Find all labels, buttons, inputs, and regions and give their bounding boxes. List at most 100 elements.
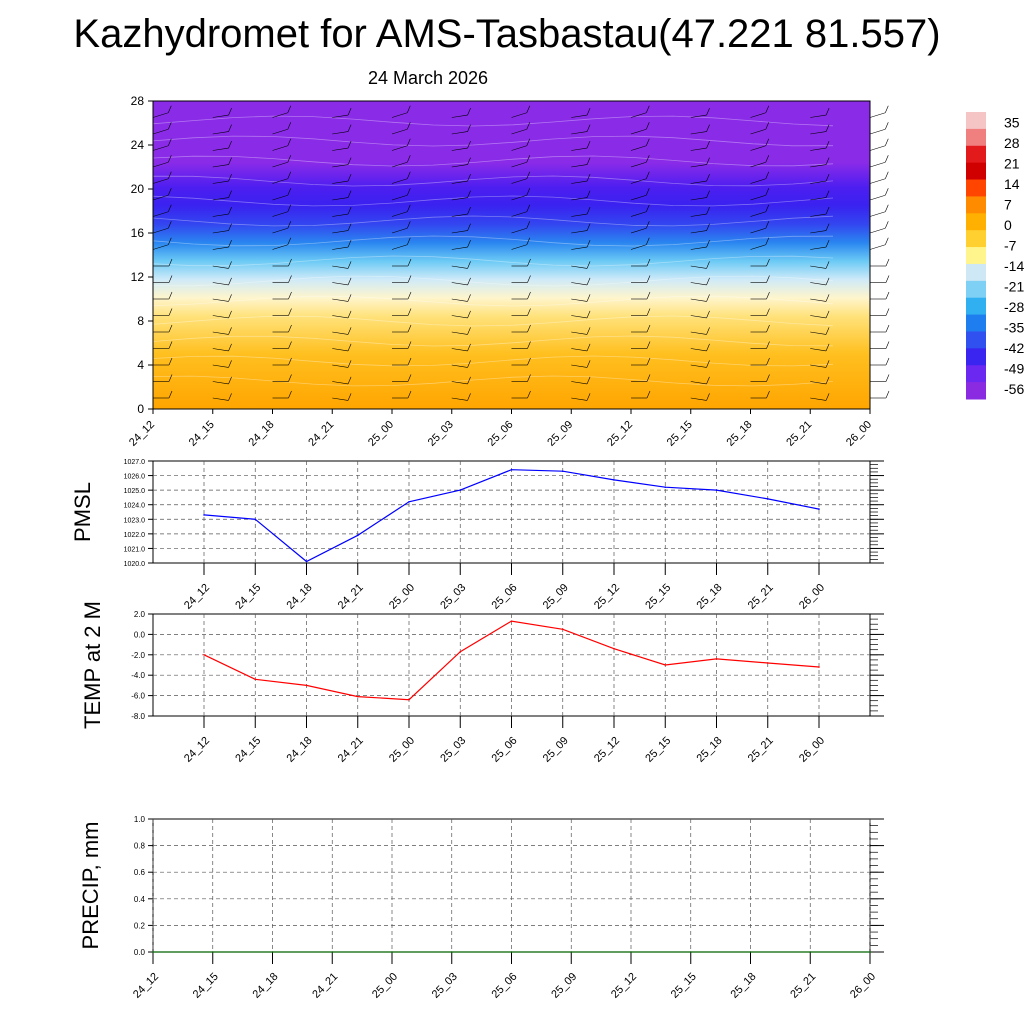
x-tick-label: 25_06 [490,582,520,612]
wind-barb [152,112,169,118]
wind-barb-flag [467,393,471,401]
wind-barb-flag [467,190,471,198]
wind-barb-flag [885,374,890,382]
wind-barb [152,211,169,217]
wind-barb-flag [287,138,292,146]
wind-barb-flag [287,105,292,113]
wind-barb [571,180,588,184]
wind-barb [272,227,288,234]
data-point [818,666,820,668]
contour-line [152,335,834,347]
wind-barb-flag [885,324,890,333]
wind-barb-flag [288,275,292,283]
wind-barb-flag [287,237,292,245]
y-tick-label: 1025.0 [124,488,146,495]
wind-barb-flag [646,390,651,399]
wind-barb [212,180,229,184]
x-tick-label: 25_15 [643,582,673,612]
x-tick-label: 25_06 [486,419,516,449]
wind-barb-flag [706,157,710,165]
data-point [331,951,334,953]
wind-barb-flag [228,360,232,368]
wind-barb-flag [586,140,591,149]
x-tick-label: 25_06 [490,971,520,1001]
x-tick-label: 25_03 [430,971,460,1001]
y-tick-label: 8 [137,314,144,328]
wind-barb [869,112,886,118]
y-tick-label: -2.0 [131,651,145,660]
wind-barb [152,178,169,184]
colorbar-label: 21 [1004,155,1020,171]
wind-barb [511,227,527,234]
data-point [356,534,359,537]
wind-barb-flag [168,138,172,146]
wind-barb-flag [765,138,770,146]
wind-barb [212,147,229,151]
wind-barb [212,397,229,401]
wind-barb [750,128,766,135]
wind-barb [332,348,349,352]
wind-barb [690,348,707,352]
wind-barb-flag [646,357,651,366]
wind-barb-flag [168,188,172,196]
wind-barb-flag [706,124,710,132]
wind-barb-flag [467,107,471,116]
wind-barb [451,197,468,201]
wind-barb-flag [288,308,292,316]
wind-barb-flag [825,223,830,231]
wind-barb [212,230,229,234]
colorbar-label: -49 [1004,360,1024,376]
wind-barb-flag [168,308,173,316]
temperature-chart: -8.0 -6.0 -4.0 -2.0 0.0 2.0 24_12 24_15 24_18 24_… [80,601,884,765]
wind-barb-flag [706,190,710,198]
wind-barb [750,161,766,168]
wind-barb-flag [527,258,531,267]
wind-barb [571,164,588,168]
wind-barb-flag [347,173,352,182]
data-point [766,498,769,500]
data-point [305,560,308,563]
y-tick-label: 1026.0 [124,474,146,481]
wind-barb-flag [766,341,770,349]
wind-barb [272,211,288,217]
wind-barb [511,194,527,201]
wind-barb-flag [288,258,292,267]
colorbar-swatch [966,230,986,248]
y-tick-label: -4.0 [131,671,145,680]
wind-barb-flag [347,376,352,385]
x-tick-label: 24_21 [336,735,366,765]
colorbar-swatch [966,331,986,349]
wind-barb [571,197,588,201]
wind-barb-flag [228,107,232,116]
wind-barb-flag [467,277,471,286]
wind-barb-flag [407,357,412,366]
wind-barb [869,227,886,234]
wind-barb-flag [407,204,411,212]
x-tick-label: 24_12 [131,971,161,1001]
wind-barb [690,180,707,184]
wind-barb-flag [168,374,173,382]
wind-barb-flag [287,171,292,179]
wind-barb [152,194,169,201]
wind-barb-flag [765,122,770,130]
wind-barb-flag [347,277,352,286]
wind-barb-flag [347,343,352,352]
wind-barb-flag [347,310,352,319]
precipitation-chart: 0.0 0.2 0.4 0.6 0.8 1.0 24_12 24_15 24_18 24_21 25… [78,815,884,1001]
data-point [715,489,718,491]
wind-barb [690,265,707,269]
wind-barb [451,180,468,184]
wind-barb [690,213,707,217]
wind-barb [750,194,766,201]
data-point [664,664,667,666]
x-tick-label: 24_15 [191,971,221,1001]
wind-barb-flag [228,157,232,165]
wind-barb-flag [586,206,591,215]
wind-barb-flag [706,239,710,248]
colorbar-label: -28 [1004,299,1024,315]
wind-barb [332,397,349,401]
data-point [152,951,154,953]
x-tick-label: 25_00 [370,971,400,1001]
wind-barb-flag [646,291,651,300]
colorbar-swatch [966,128,986,147]
